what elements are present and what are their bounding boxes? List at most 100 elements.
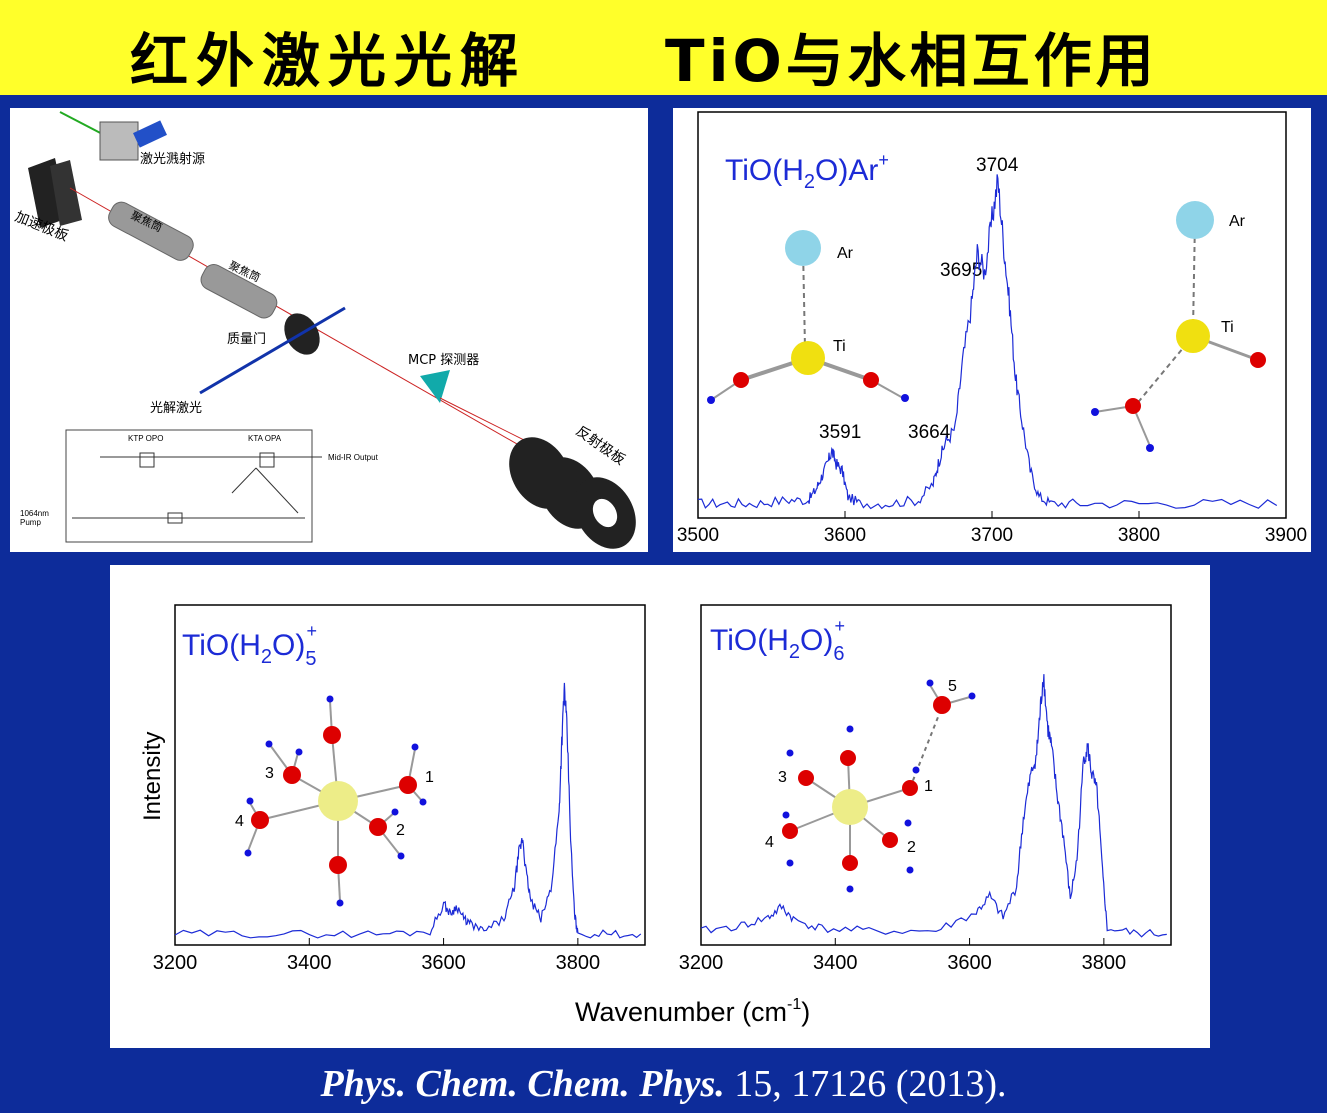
water-label-2: 2 [396, 822, 405, 839]
x-tick-label: 3400 [287, 952, 332, 974]
chart-title-6: TiO(H2O)6+ [710, 616, 845, 665]
x-axis: 3500 3600 3700 3800 3900 [677, 511, 1307, 546]
title-right: TiO与水相互作用 [665, 27, 1158, 95]
h-atom [707, 396, 715, 404]
citation: Phys. Chem. Chem. Phys. 15, 17126 (2013)… [0, 1062, 1327, 1106]
ar-label: Ar [837, 245, 854, 262]
peak-label-3664: 3664 [908, 422, 951, 443]
chart-title: TiO(H2O)Ar+ [725, 150, 889, 193]
x-tick-label: 3900 [1265, 525, 1307, 546]
o-atom [863, 372, 879, 388]
x-tick-label: 3600 [421, 952, 466, 974]
title-left: 红外激光光解 [130, 27, 527, 95]
water-label-3: 3 [265, 765, 274, 782]
water-label-1: 1 [924, 778, 933, 795]
opo-pump1: 1064nm [20, 509, 49, 518]
molecule-diagram-6: 1 2 3 4 5 [765, 678, 976, 893]
water-label-4: 4 [765, 834, 774, 851]
o-atom [323, 726, 341, 744]
opo-kta: KTA OPA [248, 434, 282, 443]
ar-atom [1176, 201, 1214, 239]
apparatus-panel: 激光溅射源 加速极板 聚焦筒 聚焦筒 质量门 光解激光 MCP 探测器 反射极板… [10, 108, 648, 552]
ti-atom [791, 341, 825, 375]
water-label-2: 2 [907, 839, 916, 856]
ar-label: Ar [1229, 213, 1246, 230]
x-tick-label: 3200 [153, 952, 198, 974]
mcp-detector [420, 370, 450, 403]
ti-atom [1176, 319, 1210, 353]
o-atom [251, 811, 269, 829]
source-block [99, 121, 139, 161]
o-atom [782, 823, 798, 839]
x-tick-label: 3600 [947, 952, 992, 974]
x-tick-label: 3800 [1118, 525, 1160, 546]
h-atom [1146, 444, 1154, 452]
spectrum-line [697, 174, 1278, 510]
x-tick-label: 3200 [679, 952, 724, 974]
peak-label-3695: 3695 [940, 260, 982, 281]
apparatus-diagram: 激光溅射源 加速极板 聚焦筒 聚焦筒 质量门 光解激光 MCP 探测器 反射极板… [13, 111, 636, 549]
plot-frame-5 [174, 604, 646, 946]
opo-schematic: KTP OPO KTA OPA Mid-IR Output 1064nm Pum… [20, 429, 379, 543]
plot-frame-6 [700, 604, 1172, 946]
o-atom [369, 818, 387, 836]
opo-ktp: KTP OPO [128, 434, 163, 443]
o-atom [399, 776, 417, 794]
lens2 [200, 263, 278, 319]
water-label-3: 3 [778, 769, 787, 786]
x-tick-label: 3400 [813, 952, 858, 974]
molecule-diagram-5: 1 2 3 4 [235, 695, 434, 907]
opo-out: Mid-IR Output [328, 453, 379, 462]
water-label-1: 1 [425, 769, 434, 786]
spectra-water-panel: TiO(H2O)5+ TiO(H2O)6+ Intensity Wavenumb… [110, 565, 1210, 1048]
label-detector: MCP 探测器 [408, 353, 479, 368]
x-tick-label: 3800 [556, 952, 601, 974]
o-atom [329, 856, 347, 874]
x-tick-label: 3600 [824, 525, 866, 546]
molecule-diagram: Ar Ti Ar Ti [707, 201, 1266, 452]
ti-label: Ti [1221, 319, 1234, 336]
x-tick-label: 3800 [1082, 952, 1127, 974]
h-atom [901, 394, 909, 402]
peak-label-3591: 3591 [819, 422, 861, 443]
o-atom [842, 855, 858, 871]
spectra-water-chart: TiO(H2O)5+ TiO(H2O)6+ Intensity Wavenumb… [139, 604, 1172, 1027]
peak-label-3704: 3704 [976, 155, 1019, 176]
spectrum-ar-chart: TiO(H2O)Ar+ Ar Ti Ar [677, 111, 1307, 546]
lens1 [108, 201, 194, 261]
citation-rest: 15, 17126 (2013). [724, 1063, 1007, 1105]
o-atom [902, 780, 918, 796]
o-atom [733, 372, 749, 388]
x-axis-label: Wavenumber (cm-1) [575, 996, 810, 1027]
x-tick-label: 3700 [971, 525, 1013, 546]
x-axis-6: 3200 3400 3600 3800 [679, 938, 1126, 974]
water-label-4: 4 [235, 813, 244, 830]
h-atom [1091, 408, 1099, 416]
label-reflector: 反射极板 [573, 423, 628, 468]
ti-atom [318, 781, 358, 821]
o-atom [933, 696, 951, 714]
ti-label: Ti [833, 338, 846, 355]
y-axis-label: Intensity [139, 732, 166, 821]
spectrum-line-5 [174, 682, 642, 939]
o-atom [283, 766, 301, 784]
label-gate: 质量门 [227, 332, 266, 347]
o-atom [798, 770, 814, 786]
o-atom [1125, 398, 1141, 414]
o-atom [840, 750, 856, 766]
water-label-5: 5 [948, 678, 957, 695]
o-atom [1250, 352, 1266, 368]
title-bar: 红外激光光解 TiO与水相互作用 [0, 0, 1327, 95]
o-atom [882, 832, 898, 848]
spectrum-ar-panel: TiO(H2O)Ar+ Ar Ti Ar [673, 108, 1311, 552]
label-source: 激光溅射源 [140, 151, 205, 167]
chart-title-5: TiO(H2O)5+ [182, 621, 317, 670]
citation-journal: Phys. Chem. Chem. Phys. [320, 1063, 725, 1105]
opo-pump2: Pump [20, 518, 41, 527]
ar-atom [785, 230, 821, 266]
ti-atom [832, 789, 868, 825]
x-axis-5: 3200 3400 3600 3800 [153, 938, 600, 974]
x-tick-label: 3500 [677, 525, 719, 546]
label-photolysis: 光解激光 [150, 401, 202, 416]
spectrum-line-6 [700, 674, 1167, 938]
